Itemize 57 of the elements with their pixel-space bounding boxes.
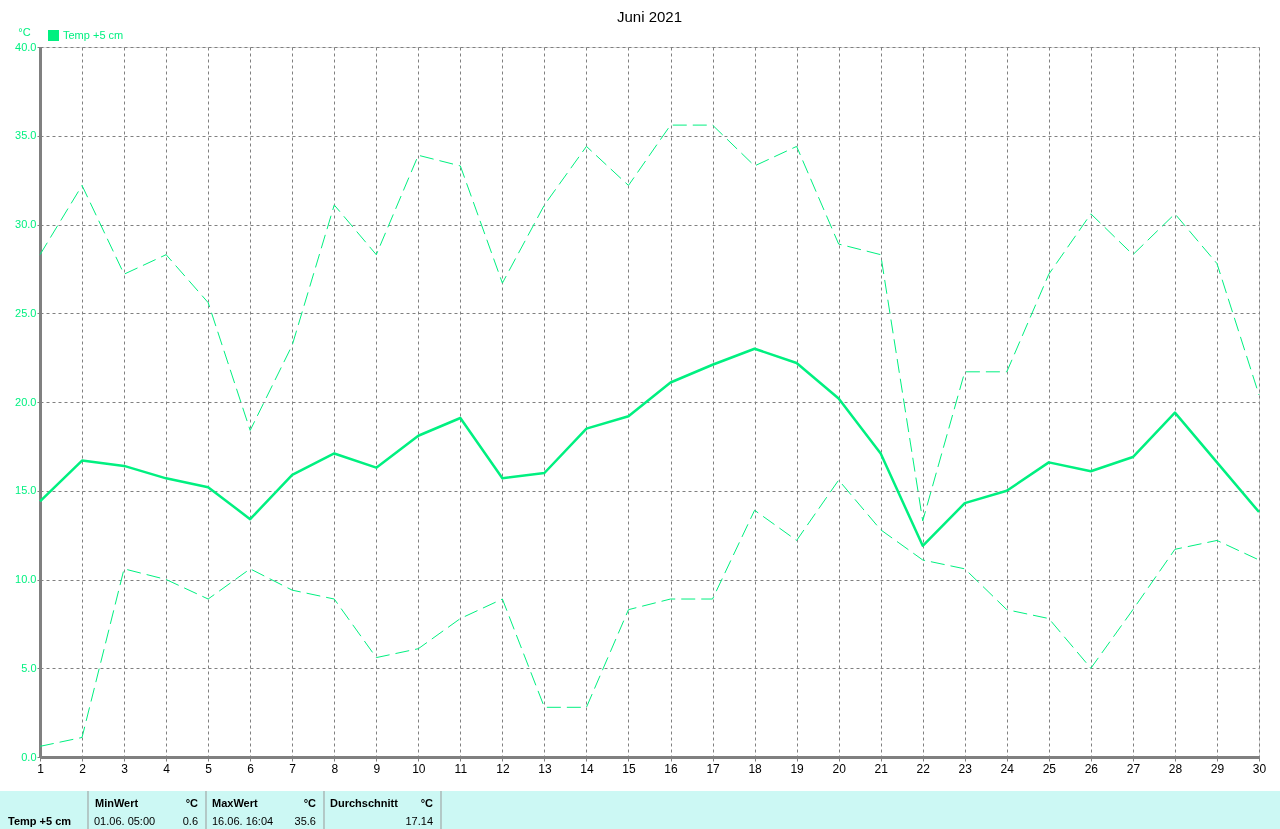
x-tick-label: 24 [1000,761,1015,776]
y-tick-label: 5.0 [21,661,37,674]
line-series [39,479,1260,747]
text: °C [185,797,199,809]
x-tick-label: 28 [1168,761,1183,776]
x-tick-label: 27 [1126,761,1141,776]
x-tick-label: 12 [496,761,510,776]
x-tick-label: 8 [331,761,339,776]
y-axis-title: °C [18,25,31,38]
x-tick-label: 17 [706,761,721,776]
y-tick-label: 40.0 [15,40,37,53]
x-tick-label: 1 [37,761,45,776]
x-tick-label: 29 [1210,761,1225,776]
x-tick-label: 22 [916,761,931,776]
x-tick-label: 23 [958,761,973,776]
x-tick-label: 26 [1084,761,1099,776]
x-tick-label: 3 [121,761,129,776]
line-series [39,124,1260,522]
y-tick-label: 20.0 [15,395,37,408]
text: MaxWert [212,797,258,809]
x-tick-label: 25 [1042,761,1057,776]
x-tick-label: 4 [163,761,171,776]
x-tick-label: 15 [622,761,636,776]
text: MinWert [95,797,139,809]
y-tick-label: 10.0 [15,573,37,585]
x-tick-label: 2 [79,761,87,776]
legend-label: Temp +5 cm [63,28,124,41]
text: °C [420,797,434,809]
x-tick-label: 14 [580,761,594,776]
text: 01.06. 05:00 [94,815,156,827]
text: 0.6 [182,815,198,827]
x-tick-label: 19 [790,761,805,776]
line-series [38,347,1261,548]
chart-title: Juni 2021 [616,8,683,25]
y-tick-label: 0.0 [21,750,37,763]
text: 35.6 [294,815,316,827]
x-tick-label: 21 [874,761,889,776]
x-tick-label: 13 [538,761,552,776]
y-tick-label: 35.0 [15,129,37,142]
y-tick-label: 15.0 [15,484,37,497]
text: 17.14 [405,815,433,827]
x-tick-label: 9 [373,761,381,776]
x-tick-label: 10 [412,761,426,776]
text: Durchschnitt [330,797,399,809]
y-tick-label: 25.0 [15,306,37,319]
x-tick-label: 16 [664,761,679,776]
y-tick-label: 30.0 [15,218,37,230]
x-tick-label: 18 [748,761,763,776]
text: °C [303,797,317,809]
x-tick-label: 30 [1252,761,1267,776]
x-tick-label: 20 [832,761,847,776]
x-tick-label: 11 [454,761,468,776]
x-tick-label: 7 [289,761,297,776]
text: Temp +5 cm [8,815,72,827]
text: 16.06. 16:04 [212,815,274,827]
x-tick-label: 6 [247,761,255,776]
x-tick-label: 5 [205,761,213,776]
